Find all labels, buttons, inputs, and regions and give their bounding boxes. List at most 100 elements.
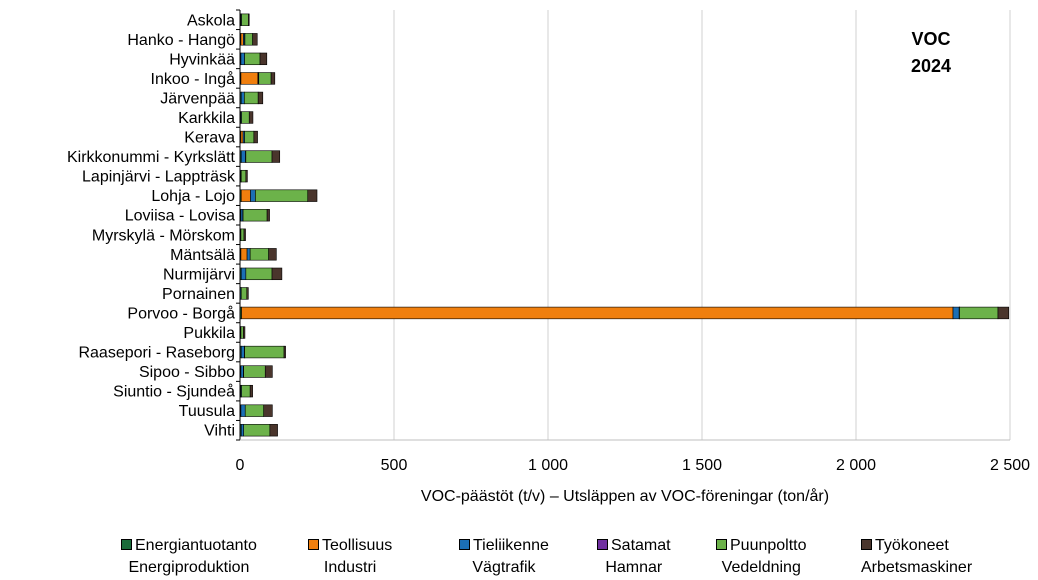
bar-segment-puunpoltto bbox=[240, 287, 248, 300]
category-label: Kirkkonummi - Kyrkslätt bbox=[67, 149, 236, 166]
bar-segment-teollisuus bbox=[240, 72, 259, 85]
legend-item-teollisuus: Teollisuus Industri bbox=[308, 535, 392, 579]
legend-swatch bbox=[597, 539, 608, 550]
legend-swatch bbox=[459, 539, 470, 550]
legend: Energiantuotanto Energiproduktion Teollisu… bbox=[0, 535, 1038, 580]
bar-segment-puunpoltto bbox=[258, 72, 272, 85]
gridlines bbox=[393, 10, 1011, 440]
legend-swatch bbox=[308, 539, 319, 550]
legend-label: Energiantuotanto bbox=[135, 537, 257, 554]
bar-segment-puunpoltto bbox=[241, 111, 250, 124]
chart-svg: Askola Hanko - Hangö Hyvinkää Inkoo - Ingå J… bbox=[67, 9, 1031, 505]
legend-swatch bbox=[716, 539, 727, 550]
category-label: Pukkila bbox=[183, 325, 235, 342]
bar-segment-teollisuus bbox=[240, 248, 248, 261]
bar-segment-tieliikenne bbox=[952, 306, 960, 320]
category-label: Hanko - Hangö bbox=[127, 32, 235, 49]
legend-line-1: Satamat bbox=[597, 537, 671, 554]
bar-segment-tieliikenne bbox=[250, 189, 256, 202]
bar-segment-tieliikenne bbox=[240, 345, 245, 359]
x-tick-label: 500 bbox=[381, 457, 408, 474]
bar-segment-työkoneet bbox=[259, 52, 268, 66]
bar-segment-puunpoltto bbox=[243, 365, 266, 378]
bar-segment-työkoneet bbox=[253, 130, 258, 144]
bar-segment-puunpoltto bbox=[244, 345, 285, 359]
bar-segment-puunpoltto bbox=[241, 13, 249, 26]
bar-segment-työkoneet bbox=[246, 287, 249, 300]
category-labels: Askola Hanko - Hangö Hyvinkää Inkoo - Ingå J… bbox=[67, 12, 236, 439]
category-label: Karkkila bbox=[178, 110, 235, 127]
annotation-line-1: VOC bbox=[911, 29, 950, 49]
bar-segment-puunpoltto bbox=[244, 404, 265, 417]
legend-swatch bbox=[861, 539, 872, 550]
legend-label: Työkoneet bbox=[875, 537, 949, 554]
category-label: Raasepori - Raseborg bbox=[78, 345, 235, 362]
bars bbox=[239, 13, 1010, 437]
legend-label: Teollisuus bbox=[322, 537, 393, 554]
legend-label-secondary: Arbetsmaskiner bbox=[861, 559, 973, 576]
bar-segment-tieliikenne bbox=[240, 365, 244, 378]
legend-line-1: Tieliikenne bbox=[459, 537, 549, 554]
axes bbox=[236, 9, 1010, 441]
category-label: Sipoo - Sibbo bbox=[139, 364, 235, 381]
tick-labels: 0 500 1 000 1 500 2 000 2 500 bbox=[236, 457, 1031, 474]
category-label: Lapinjärvi - Lappträsk bbox=[82, 169, 236, 186]
bar-segment-työkoneet bbox=[268, 248, 277, 261]
bar-segment-puunpoltto bbox=[240, 326, 244, 339]
category-label: Kerava bbox=[184, 130, 235, 147]
bar-segment-puunpoltto bbox=[240, 228, 245, 241]
legend-label-secondary: Industri bbox=[323, 559, 377, 576]
category-label: Hyvinkää bbox=[169, 51, 235, 68]
bar-segment-puunpoltto bbox=[244, 52, 261, 66]
legend-item-työkoneet: Työkoneet Arbetsmaskiner bbox=[861, 535, 972, 579]
bar-segment-tieliikenne bbox=[240, 91, 245, 105]
bar-segment-puunpoltto bbox=[244, 33, 253, 46]
category-label: Pornainen bbox=[162, 286, 235, 303]
legend-item-tieliikenne: Tieliikenne Vägtrafik bbox=[459, 535, 549, 579]
category-label: Porvoo - Borgå bbox=[127, 304, 235, 322]
bar-segment-työkoneet bbox=[248, 111, 254, 124]
bar-segment-työkoneet bbox=[252, 33, 258, 46]
category-label: Loviisa - Lovisa bbox=[125, 208, 235, 225]
legend-item-puunpoltto: Puunpoltto Vedeldning bbox=[716, 535, 807, 579]
category-label: Myrskylä - Mörskom bbox=[92, 227, 235, 244]
bar-segment-tieliikenne bbox=[240, 424, 244, 437]
legend-label-secondary: Vägtrafik bbox=[472, 559, 536, 576]
x-tick-label: 2 500 bbox=[990, 457, 1030, 474]
bar-segment-puunpoltto bbox=[959, 306, 999, 320]
bar-segment-tieliikenne bbox=[240, 404, 246, 417]
legend-label-secondary: Vedeldning bbox=[721, 559, 801, 576]
legend-label: Puunpoltto bbox=[730, 537, 807, 554]
bar-segment-työkoneet bbox=[271, 267, 283, 281]
bar-segment-teollisuus bbox=[240, 33, 244, 46]
bar-segment-työkoneet bbox=[245, 169, 248, 183]
legend-item-satamat: Satamat Hamnar bbox=[597, 535, 671, 579]
bar-segment-työkoneet bbox=[248, 13, 250, 26]
category-label: Askola bbox=[187, 12, 235, 29]
x-tick-label: 1 500 bbox=[682, 457, 722, 474]
bar-segment-työkoneet bbox=[307, 189, 318, 202]
bar-segment-työkoneet bbox=[264, 365, 273, 378]
bar-segment-työkoneet bbox=[249, 384, 253, 398]
bar-segment-työkoneet bbox=[243, 228, 246, 241]
bar-segment-työkoneet bbox=[283, 345, 286, 359]
bar-segment-tieliikenne bbox=[240, 267, 247, 281]
bar-segment-tieliikenne bbox=[240, 150, 246, 163]
bar-segment-teollisuus bbox=[241, 306, 954, 320]
bar-segment-tieliikenne bbox=[246, 248, 251, 261]
legend-item-energiantuotanto: Energiantuotanto Energiproduktion bbox=[121, 535, 257, 579]
bar-segment-puunpoltto bbox=[240, 169, 247, 183]
bar-segment-työkoneet bbox=[263, 404, 273, 417]
bar-segment-työkoneet bbox=[266, 209, 270, 222]
legend-line-1: Työkoneet bbox=[861, 537, 949, 554]
legend-line-1: Energiantuotanto bbox=[121, 537, 257, 554]
category-label: Lohja - Lojo bbox=[151, 188, 235, 205]
bar-segment-puunpoltto bbox=[244, 130, 255, 144]
x-tick-label: 1 000 bbox=[528, 457, 568, 474]
legend-label-secondary: Hamnar bbox=[605, 559, 663, 576]
bar-segment-tieliikenne bbox=[240, 52, 245, 66]
bar-segment-työkoneet bbox=[271, 150, 281, 163]
bar-segment-työkoneet bbox=[270, 72, 276, 85]
legend-label: Tieliikenne bbox=[473, 537, 549, 554]
bar-segment-työkoneet bbox=[257, 91, 264, 105]
